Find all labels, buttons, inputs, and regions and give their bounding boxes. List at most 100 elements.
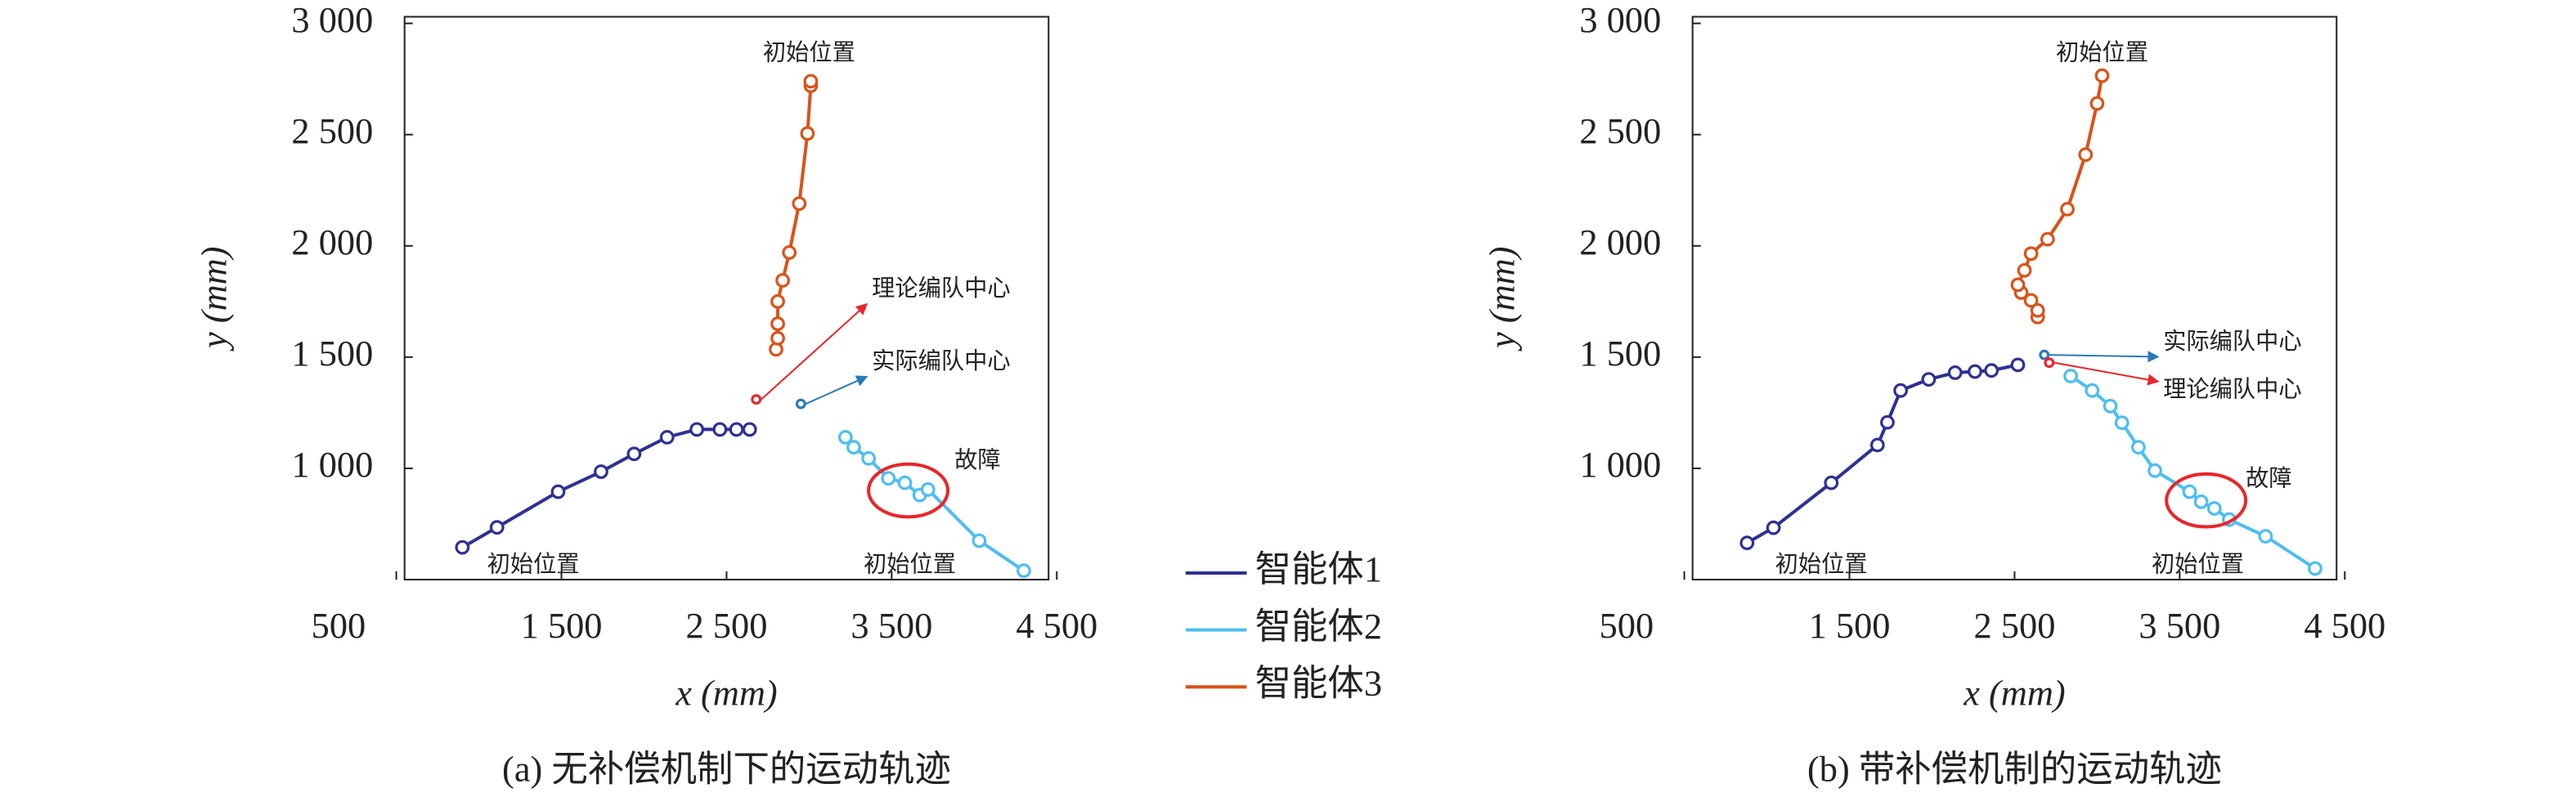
marker xyxy=(782,245,797,260)
marker xyxy=(2023,246,2039,262)
marker xyxy=(2094,68,2110,83)
marker xyxy=(2114,415,2129,431)
marker xyxy=(897,475,913,490)
marker xyxy=(2193,494,2209,509)
marker xyxy=(881,471,896,486)
marker xyxy=(455,540,470,555)
marker xyxy=(659,429,675,445)
marker xyxy=(770,316,785,331)
annotation: 初始位置 xyxy=(864,551,956,577)
y-tick-label: 2 500 xyxy=(291,110,373,151)
y-tick-label: 3 000 xyxy=(1579,0,1661,40)
marker xyxy=(2030,302,2045,318)
annotation: 初始位置 xyxy=(1775,551,1868,577)
arrow xyxy=(2053,361,2160,386)
subplot: 1 000 1 500 2 000 2 500 3 000 500 1 500 2 500 3 … xyxy=(1482,0,2386,789)
subplot: 1 000 1 500 2 000 2 500 3 000 500 1 500 2 500 3 … xyxy=(194,0,1098,789)
fault-circle xyxy=(867,462,950,519)
plot-frame xyxy=(1691,16,2338,581)
x-tick-label: 2 500 xyxy=(686,605,768,646)
y-axis-label: y (mm) xyxy=(1482,247,1523,352)
marker xyxy=(2023,293,2039,308)
y-tick-label: 2 500 xyxy=(1579,110,1661,151)
center-label: 理论编队中心 xyxy=(2163,376,2302,402)
marker xyxy=(2147,463,2162,478)
arrow xyxy=(761,302,868,401)
arrow xyxy=(805,375,868,405)
annotation: 故障 xyxy=(2246,465,2292,491)
marker xyxy=(2308,561,2322,576)
marker xyxy=(2089,96,2105,111)
center-label: 实际编队中心 xyxy=(2163,329,2302,355)
marker xyxy=(1766,520,1781,535)
marker xyxy=(1984,363,1999,378)
marker xyxy=(972,533,987,549)
caption: (a) 无补偿机制下的运动轨迹 xyxy=(502,748,951,789)
marker xyxy=(770,330,785,346)
marker xyxy=(2085,383,2100,398)
marker xyxy=(1739,535,1755,551)
formation-center xyxy=(2039,349,2050,360)
trajectory xyxy=(461,428,750,549)
trajectory xyxy=(1746,363,2018,544)
marker xyxy=(1880,414,1895,430)
marker xyxy=(2103,398,2118,414)
x-tick-label: 4 500 xyxy=(1016,605,1097,646)
legend-label: 智能体2 xyxy=(1255,606,1382,647)
marker xyxy=(1968,364,1982,379)
marker xyxy=(2063,369,2079,383)
marker xyxy=(1869,437,1885,453)
x-tick-label: 500 xyxy=(1600,605,1654,646)
formation-center xyxy=(751,394,762,405)
arrow xyxy=(2049,351,2160,363)
x-tick-label: 3 500 xyxy=(850,605,932,646)
x-tick-label: 1 500 xyxy=(1809,605,1891,646)
x-tick-label: 1 500 xyxy=(521,605,603,646)
marker xyxy=(594,464,608,479)
annotation: 初始位置 xyxy=(2056,39,2148,65)
marker xyxy=(775,273,790,288)
annotation: 初始位置 xyxy=(2152,551,2244,577)
center-label: 理论编队中心 xyxy=(872,275,1011,302)
formation-center xyxy=(795,398,806,410)
x-tick-label: 4 500 xyxy=(2304,605,2385,646)
marker xyxy=(2010,277,2026,293)
y-tick-label: 3 000 xyxy=(291,0,373,40)
marker xyxy=(626,446,642,462)
marker xyxy=(2017,262,2032,278)
marker xyxy=(550,484,566,499)
y-tick-label: 1 000 xyxy=(1579,444,1661,485)
y-axis-label: y (mm) xyxy=(194,247,235,352)
marker xyxy=(1921,372,1936,387)
annotation: 初始位置 xyxy=(487,551,580,577)
marker xyxy=(742,422,757,437)
marker xyxy=(2010,357,2026,373)
marker xyxy=(729,422,744,437)
marker xyxy=(800,126,815,141)
marker xyxy=(2078,147,2094,163)
trajectory xyxy=(774,81,813,350)
marker xyxy=(1824,475,1839,490)
x-axis-label: x (mm) xyxy=(1963,673,2066,714)
legend: 智能体1 智能体2 智能体3 xyxy=(1185,549,1382,703)
marker xyxy=(2206,501,2222,516)
marker xyxy=(846,440,861,454)
marker xyxy=(837,429,853,445)
marker xyxy=(689,422,704,437)
y-tick-label: 1 000 xyxy=(291,444,373,485)
marker xyxy=(861,450,877,466)
x-tick-label: 500 xyxy=(312,605,366,646)
marker xyxy=(2258,529,2273,544)
marker xyxy=(712,422,728,437)
marker xyxy=(489,520,505,535)
y-tick-label: 1 500 xyxy=(1579,333,1661,374)
legend-label: 智能体3 xyxy=(1255,662,1382,703)
y-tick-label: 1 500 xyxy=(291,333,373,374)
marker xyxy=(2182,484,2197,499)
marker xyxy=(1016,563,1031,579)
marker xyxy=(920,481,936,497)
marker xyxy=(1893,383,1909,398)
caption: (b) 带补偿机制的运动轨迹 xyxy=(1807,748,2222,789)
x-axis-label: x (mm) xyxy=(675,673,778,714)
